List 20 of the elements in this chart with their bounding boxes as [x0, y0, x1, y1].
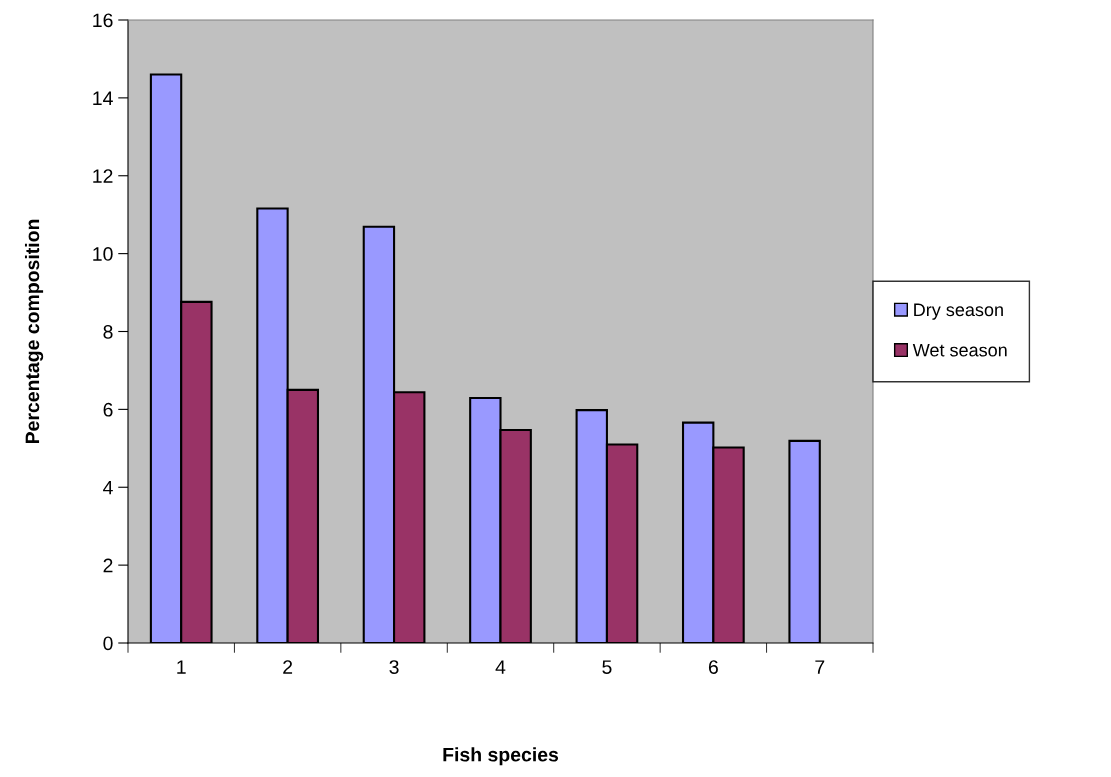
x-tick-label: 3 [389, 660, 399, 674]
y-tick-label: 12 [93, 169, 113, 183]
legend-label: Dry season [914, 303, 1003, 320]
x-tick-label: 1 [177, 660, 186, 674]
y-tick-label: 0 [103, 636, 113, 651]
x-tick-label: 6 [708, 660, 718, 674]
y-tick-label: 10 [93, 247, 113, 261]
y-axis-title: Percentage composition [24, 219, 44, 444]
legend-label: Wet season [912, 343, 1007, 357]
x-tick-label: 2 [283, 660, 293, 674]
x-axis-title: Fish species [443, 747, 559, 766]
x-tick-label: 7 [815, 660, 825, 674]
y-tick-label: 6 [103, 402, 113, 417]
x-tick-label: 5 [602, 660, 612, 674]
y-tick-label: 8 [103, 324, 113, 339]
x-tick-label: 4 [495, 660, 506, 674]
y-tick-label: 2 [103, 558, 113, 573]
y-tick-label: 16 [93, 13, 113, 28]
y-tick-label: 14 [93, 91, 113, 105]
y-tick-label: 4 [103, 480, 113, 495]
